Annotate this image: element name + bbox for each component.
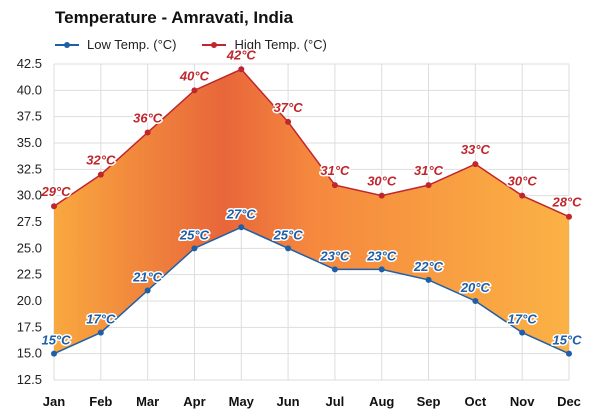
y-tick-label: 20.0 — [17, 293, 42, 308]
low-temp-label: 23°C — [366, 248, 397, 263]
y-tick-label: 27.5 — [17, 214, 42, 229]
x-tick-label: Sep — [417, 394, 441, 409]
high-temp-label: 37°C — [274, 100, 304, 115]
low-temp-point — [144, 287, 151, 294]
high-temp-point — [472, 161, 479, 168]
low-temp-point — [51, 350, 57, 357]
legend: Low Temp. (°C) High Temp. (°C) — [55, 37, 327, 52]
high-temp-point — [144, 129, 151, 136]
low-temp-point — [378, 266, 385, 273]
legend-item-high: High Temp. (°C) — [202, 37, 327, 52]
y-tick-label: 15.0 — [17, 346, 42, 361]
x-tick-label: Jan — [43, 394, 65, 409]
x-tick-label: May — [229, 394, 255, 409]
low-temp-point — [472, 298, 479, 304]
high-temp-label: 30°C — [508, 174, 538, 189]
legend-low-marker — [55, 41, 79, 48]
high-temp-point — [519, 192, 526, 199]
high-temp-point — [238, 66, 245, 73]
y-tick-label: 17.5 — [17, 319, 42, 334]
high-temp-point — [285, 118, 292, 125]
low-temp-label: 23°C — [319, 248, 350, 263]
x-tick-label: Apr — [183, 394, 205, 409]
low-temp-point — [238, 224, 245, 231]
low-temp-line — [53, 226, 570, 355]
high-temp-point — [51, 203, 57, 210]
legend-high-label: High Temp. (°C) — [234, 37, 327, 52]
low-temp-label: 25°C — [273, 227, 304, 242]
y-tick-label: 42.5 — [17, 56, 42, 71]
low-temp-point — [331, 266, 338, 273]
high-temp-label: 31°C — [320, 163, 350, 178]
low-temp-label: 15°C — [552, 333, 582, 348]
low-temp-label: 17°C — [508, 312, 538, 327]
high-temp-point — [97, 171, 104, 178]
low-temp-point — [97, 329, 104, 336]
y-tick-label: 22.5 — [17, 267, 42, 282]
x-tick-label: Nov — [510, 394, 535, 409]
low-temp-label: 15°C — [41, 333, 71, 348]
low-temp-label: 22°C — [413, 259, 444, 274]
high-temp-point — [425, 182, 432, 189]
low-temp-point — [519, 329, 526, 336]
low-temp-label: 27°C — [226, 206, 257, 221]
x-tick-label: Jul — [326, 394, 345, 409]
low-temp-label: 25°C — [179, 227, 210, 242]
high-temp-label: 28°C — [551, 195, 582, 210]
legend-low-label: Low Temp. (°C) — [87, 37, 177, 52]
low-temp-point — [425, 276, 432, 283]
legend-item-low: Low Temp. (°C) — [55, 37, 176, 52]
high-temp-point — [191, 87, 198, 94]
x-tick-label: Dec — [557, 394, 581, 409]
low-temp-point — [566, 350, 572, 357]
low-temp-point — [285, 245, 292, 252]
x-tick-label: Aug — [369, 394, 394, 409]
high-temp-label: 36°C — [133, 110, 163, 125]
x-tick-label: Jun — [277, 394, 300, 409]
chart-title: Temperature - Amravati, India — [55, 8, 294, 27]
x-tick-label: Feb — [89, 394, 112, 409]
high-temp-point — [378, 192, 385, 199]
high-temp-point — [566, 213, 572, 220]
high-temp-label: 31°C — [414, 163, 444, 178]
x-tick-label: Mar — [136, 394, 159, 409]
x-tick-label: Oct — [465, 394, 487, 409]
low-temp-label: 21°C — [132, 269, 163, 284]
high-temp-label: 40°C — [179, 68, 210, 83]
temperature-range-band — [54, 69, 569, 354]
y-tick-label: 37.5 — [17, 109, 42, 124]
low-temp-point — [191, 245, 198, 252]
high-temp-label: 42°C — [226, 47, 257, 62]
y-tick-label: 40.0 — [17, 82, 42, 97]
low-temp-label: 20°C — [460, 280, 491, 295]
high-temp-label: 33°C — [461, 142, 491, 157]
high-temp-point — [331, 182, 338, 189]
low-temp-label: 17°C — [86, 312, 116, 327]
y-tick-label: 35.0 — [17, 135, 42, 150]
high-temp-label: 32°C — [86, 153, 116, 168]
y-tick-label: 12.5 — [17, 372, 42, 387]
high-temp-label: 29°C — [40, 184, 71, 199]
y-tick-label: 25.0 — [17, 240, 42, 255]
high-temp-label: 30°C — [367, 174, 397, 189]
y-tick-label: 32.5 — [17, 161, 42, 176]
high-temp-line — [53, 68, 570, 218]
y-tick-label: 30.0 — [17, 188, 42, 203]
legend-high-marker — [202, 41, 227, 48]
